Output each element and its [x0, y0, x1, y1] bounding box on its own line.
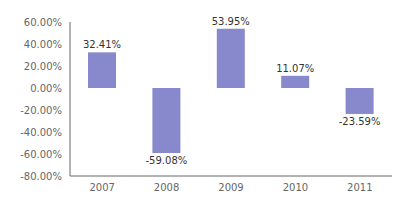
- svg-text:20.00%: 20.00%: [24, 61, 62, 72]
- svg-text:0.00%: 0.00%: [30, 83, 62, 94]
- svg-text:2009: 2009: [218, 182, 243, 193]
- svg-text:40.00%: 40.00%: [24, 39, 62, 50]
- svg-text:-80.00%: -80.00%: [20, 171, 62, 182]
- svg-text:2010: 2010: [283, 182, 308, 193]
- svg-text:-23.59%: -23.59%: [339, 116, 381, 127]
- svg-text:32.41%: 32.41%: [83, 39, 121, 50]
- svg-text:-40.00%: -40.00%: [20, 127, 62, 138]
- svg-text:2011: 2011: [347, 182, 372, 193]
- svg-text:11.07%: 11.07%: [276, 63, 314, 74]
- svg-text:60.00%: 60.00%: [24, 17, 62, 28]
- svg-text:2007: 2007: [89, 182, 114, 193]
- svg-text:2008: 2008: [154, 182, 179, 193]
- svg-text:-59.08%: -59.08%: [146, 155, 188, 166]
- svg-text:-60.00%: -60.00%: [20, 149, 62, 160]
- svg-text:53.95%: 53.95%: [212, 16, 250, 27]
- svg-text:-20.00%: -20.00%: [20, 105, 62, 116]
